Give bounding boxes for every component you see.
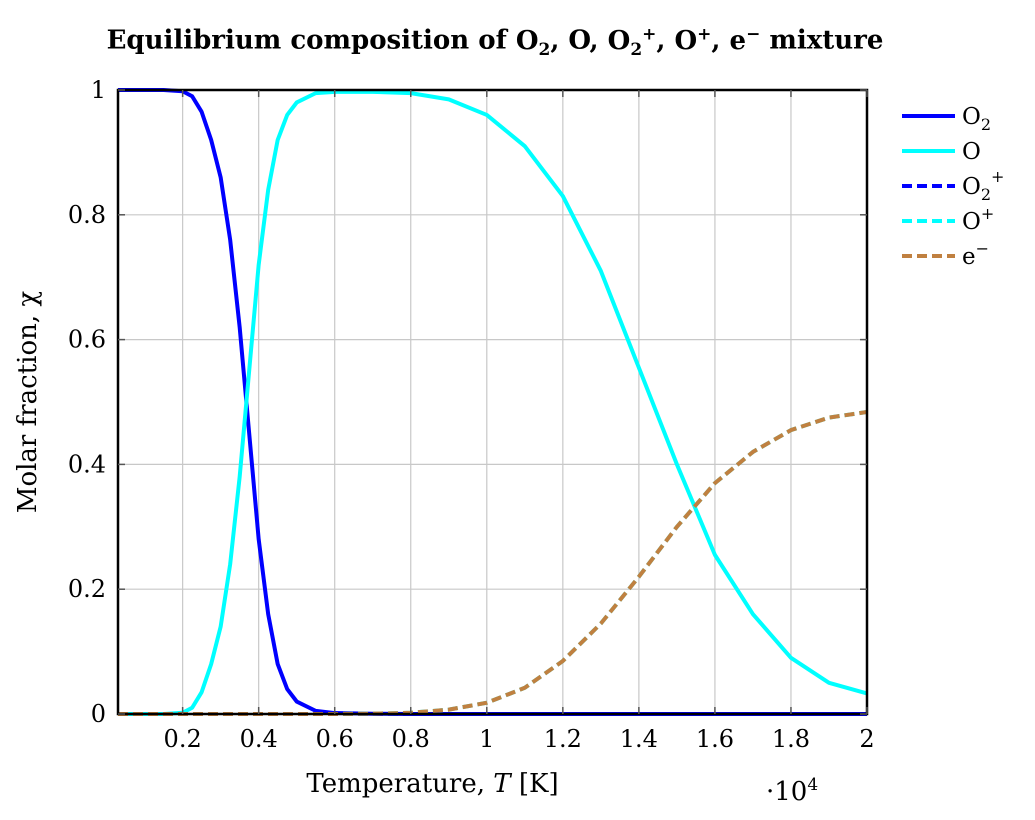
x-tick-label: 2	[859, 725, 874, 753]
y-tick-label: 0.2	[68, 575, 106, 603]
axis-ticks	[118, 89, 868, 715]
y-tick-labels: 0 0.2 0.4 0.6 0.8 1	[68, 76, 106, 728]
title-suffix: mixture	[760, 25, 884, 56]
title-species-o-plus: O+	[674, 24, 712, 56]
y-tick-label: 0.4	[68, 450, 106, 478]
title-species-electron: e−	[729, 24, 761, 56]
x-tick-label: 1.2	[544, 725, 582, 753]
title-species-o2: O2	[515, 25, 551, 60]
legend: O2 OO2+O+ e−	[902, 104, 1004, 270]
title-species-o2-plus: O2+	[607, 24, 657, 60]
x-tick-label: 1.6	[696, 725, 734, 753]
x-axis-label: Temperature, T [K]	[306, 769, 558, 799]
legend-label-4: e−	[962, 239, 989, 270]
chart-title: Equilibrium composition of O2, O, O2+, O…	[106, 24, 884, 60]
x-tick-label: 0.4	[240, 725, 278, 753]
x-tick-label: 1.8	[772, 725, 810, 753]
y-tick-label: 1	[91, 76, 106, 104]
x-tick-label: 0.8	[392, 725, 430, 753]
legend-label-3: O+	[962, 204, 994, 235]
series-line-1	[118, 89, 867, 716]
grid-lines	[118, 90, 868, 714]
x-tick-labels: 0.2 0.4 0.6 0.8 1 1.2 1.4 1.6 1.8 2	[164, 725, 875, 753]
title-prefix: Equilibrium composition of	[106, 25, 516, 56]
series-line-0	[118, 88, 867, 716]
plot-frame	[116, 88, 869, 716]
x-axis-scale-factor: ·104	[766, 775, 818, 807]
legend-label-1: O	[962, 139, 981, 165]
legend-label-2: O2+	[962, 167, 1004, 204]
x-tick-label: 1.4	[620, 725, 658, 753]
x-tick-label: 0.2	[164, 725, 202, 753]
x-tick-label: 1	[479, 725, 494, 753]
x-tick-label: 0.6	[316, 725, 354, 753]
title-species-o: O	[568, 25, 590, 56]
y-axis-label: Molar fraction, χ	[13, 291, 43, 514]
legend-label-0: O2	[962, 104, 991, 134]
y-tick-label: 0.6	[68, 326, 106, 354]
y-tick-label: 0	[91, 700, 106, 728]
y-tick-label: 0.8	[68, 201, 106, 229]
series-lines	[118, 88, 867, 716]
